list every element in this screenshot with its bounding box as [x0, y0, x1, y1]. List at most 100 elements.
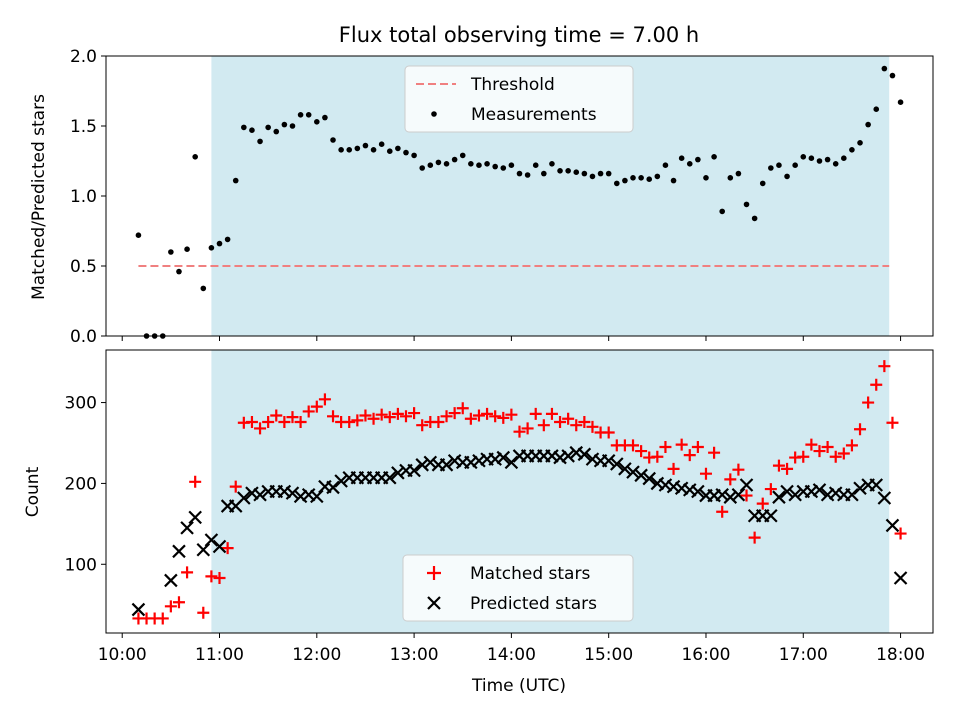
measurement-point — [711, 154, 717, 160]
bottom-legend: Matched stars Predicted stars — [402, 554, 634, 622]
measurement-point — [395, 145, 401, 152]
predicted-star-point — [577, 447, 592, 462]
measurement-point — [346, 147, 353, 153]
matched-star-point — [254, 422, 267, 435]
predicted-star-point — [253, 487, 267, 502]
matched-star-point — [862, 396, 875, 409]
measurement-point — [176, 268, 182, 275]
measurement-point — [881, 65, 888, 72]
measurement-point — [297, 112, 304, 118]
matched-star-point — [845, 439, 858, 452]
measurement-point — [135, 232, 142, 238]
predicted-star-point — [812, 483, 827, 497]
matched-star-point — [878, 360, 891, 373]
predicted-star-point — [893, 571, 908, 585]
matched-star-point — [602, 426, 615, 439]
predicted-star-point — [423, 455, 438, 470]
predicted-star-point — [164, 573, 178, 588]
matched-star-point — [497, 411, 510, 424]
measurement-point — [849, 147, 855, 153]
matched-star-point — [278, 415, 291, 428]
matched-star-point — [894, 527, 907, 540]
matched-star-point — [675, 438, 688, 451]
chart-title: Flux total observing time = 7.00 h — [339, 23, 699, 47]
matched-star-point — [221, 542, 234, 555]
predicted-star-point — [326, 480, 340, 495]
y-tick-label: 200 — [65, 474, 97, 494]
predicted-star-point — [877, 491, 892, 505]
x-tick-label: 10:00 — [98, 645, 147, 665]
measurement-point — [273, 128, 280, 135]
predicted-star-point — [601, 453, 616, 468]
measurement-point — [897, 99, 904, 105]
matched-star-point — [229, 480, 242, 493]
measurement-point — [362, 142, 369, 149]
measurement-point — [605, 170, 612, 177]
matched-star-point — [545, 407, 558, 420]
x-tick-label: 17:00 — [779, 645, 828, 665]
matched-star-point — [181, 566, 194, 579]
top-y-ticks: 0.0 0.5 1.0 1.5 2.0 — [70, 47, 106, 347]
matched-star-point — [821, 441, 834, 454]
matched-star-point — [748, 531, 761, 544]
x-tick-label: 13:00 — [390, 645, 439, 665]
measurement-point — [427, 162, 434, 168]
matched-star-point — [683, 449, 696, 462]
measurement-point — [865, 121, 871, 128]
measurement-point — [541, 170, 547, 177]
legend-predicted-swatch — [427, 596, 441, 610]
measurement-point — [330, 137, 336, 143]
predicted-star-point — [407, 463, 421, 478]
measurement-point — [378, 141, 385, 147]
measurement-point — [403, 149, 409, 156]
measurement-point — [281, 121, 288, 128]
predicted-star-point — [780, 484, 794, 499]
predicted-star-point — [439, 458, 454, 472]
bottom-y-ticks: 100 200 300 — [65, 394, 106, 575]
matched-star-point — [740, 489, 753, 502]
matched-star-point — [172, 596, 185, 609]
matched-star-point — [205, 570, 218, 583]
matched-star-point — [829, 450, 842, 463]
matched-star-point — [635, 445, 648, 458]
measurement-point — [476, 162, 482, 168]
measurement-point — [565, 168, 571, 174]
legend-measurements-label: Measurements — [471, 105, 597, 125]
measurement-point — [549, 161, 555, 167]
predicted-star-point — [723, 490, 738, 504]
matched-star-point — [870, 378, 883, 391]
matched-star-point — [797, 450, 810, 463]
matched-star-point — [472, 409, 485, 422]
matched-star-point — [732, 463, 745, 476]
measurement-point — [508, 162, 515, 168]
matched-star-point — [505, 408, 518, 421]
measurement-point — [265, 124, 271, 131]
measurement-point — [338, 147, 344, 153]
predicted-star-point — [334, 474, 348, 488]
bottom-axes-frame — [105, 349, 934, 634]
matched-star-point — [448, 407, 461, 420]
top-y-axis-label: Matched/Predicted stars — [29, 94, 49, 300]
legend-predicted-label: Predicted stars — [470, 594, 597, 614]
bottom-x-ticks: 10:00 11:00 12:00 13:00 14:00 15:00 16:00 17:00… — [98, 633, 925, 665]
measurement-point — [241, 124, 247, 131]
measurement-point — [662, 162, 669, 168]
matched-star-point — [529, 407, 542, 420]
matched-star-point — [481, 407, 494, 420]
measurement-point — [776, 162, 782, 168]
matched-star-point — [667, 462, 680, 475]
matched-star-point — [302, 405, 315, 418]
measurement-point — [816, 158, 823, 164]
measurement-point — [322, 114, 328, 121]
measurement-point — [824, 156, 831, 163]
measurement-point — [808, 155, 815, 161]
predicted-star-point — [618, 462, 632, 476]
measurements-series — [135, 65, 904, 339]
predicted-star-point — [634, 468, 648, 483]
predicted-star-point — [504, 455, 519, 470]
legend-threshold-label: Threshold — [470, 75, 555, 95]
measurement-point — [727, 175, 734, 181]
matched-star-point — [772, 459, 785, 472]
matched-star-point — [781, 462, 794, 475]
measurement-point — [686, 161, 693, 167]
